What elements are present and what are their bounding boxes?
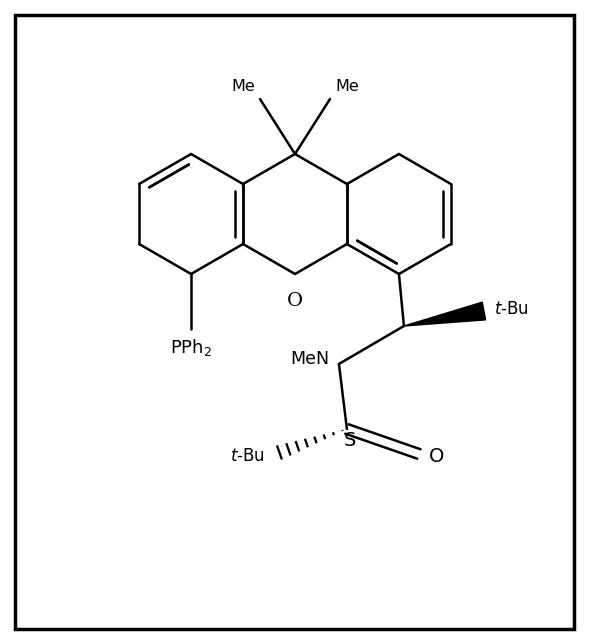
Text: O: O bbox=[429, 446, 444, 466]
Text: MeN: MeN bbox=[290, 350, 329, 368]
Text: $t$-Bu: $t$-Bu bbox=[230, 447, 265, 465]
Polygon shape bbox=[404, 302, 485, 326]
Text: S: S bbox=[344, 431, 356, 450]
Text: PPh$_2$: PPh$_2$ bbox=[170, 337, 212, 358]
Text: O: O bbox=[287, 292, 303, 310]
Text: Me: Me bbox=[231, 79, 255, 94]
Text: Me: Me bbox=[335, 79, 359, 94]
Text: $t$-Bu: $t$-Bu bbox=[494, 300, 529, 318]
